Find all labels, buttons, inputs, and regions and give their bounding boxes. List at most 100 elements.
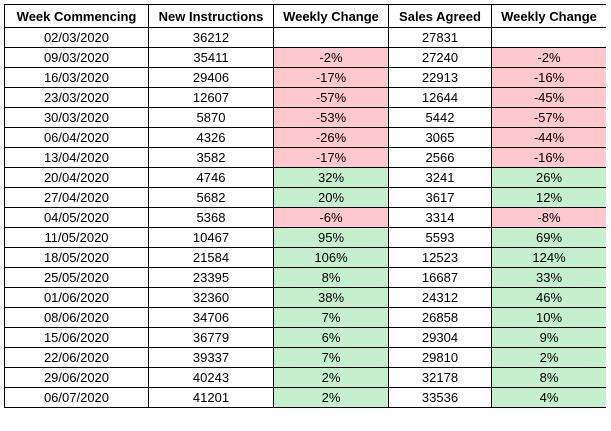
cell-instructions-weekly-change[interactable]: -57% — [273, 87, 389, 108]
cell-instructions-weekly-change[interactable]: 7% — [273, 307, 389, 328]
cell-week-commencing[interactable]: 11/05/2020 — [4, 227, 149, 248]
cell-new-instructions[interactable]: 35411 — [148, 47, 274, 68]
cell-new-instructions[interactable]: 3582 — [148, 147, 274, 168]
cell-sales-weekly-change[interactable]: -8% — [491, 207, 606, 228]
cell-instructions-weekly-change[interactable]: 20% — [273, 187, 389, 208]
cell-instructions-weekly-change[interactable]: -53% — [273, 107, 389, 128]
cell-sales-agreed[interactable]: 32178 — [388, 367, 492, 388]
cell-sales-weekly-change[interactable]: 10% — [491, 307, 606, 328]
cell-new-instructions[interactable]: 21584 — [148, 247, 274, 268]
cell-sales-agreed[interactable]: 2566 — [388, 147, 492, 168]
cell-sales-weekly-change[interactable]: 46% — [491, 287, 606, 308]
header-week-commencing[interactable]: Week Commencing — [4, 4, 149, 28]
cell-sales-weekly-change[interactable]: 33% — [491, 267, 606, 288]
cell-week-commencing[interactable]: 01/06/2020 — [4, 287, 149, 308]
cell-sales-agreed[interactable]: 22913 — [388, 67, 492, 88]
cell-week-commencing[interactable]: 08/06/2020 — [4, 307, 149, 328]
cell-sales-agreed[interactable]: 12523 — [388, 247, 492, 268]
cell-week-commencing[interactable]: 27/04/2020 — [4, 187, 149, 208]
cell-sales-agreed[interactable]: 3241 — [388, 167, 492, 188]
cell-instructions-weekly-change[interactable]: -17% — [273, 147, 389, 168]
cell-sales-agreed[interactable]: 3617 — [388, 187, 492, 208]
cell-sales-weekly-change[interactable]: 69% — [491, 227, 606, 248]
cell-instructions-weekly-change[interactable]: -26% — [273, 127, 389, 148]
cell-week-commencing[interactable]: 18/05/2020 — [4, 247, 149, 268]
cell-sales-weekly-change[interactable]: 12% — [491, 187, 606, 208]
cell-sales-weekly-change[interactable]: -45% — [491, 87, 606, 108]
cell-week-commencing[interactable]: 22/06/2020 — [4, 347, 149, 368]
cell-instructions-weekly-change[interactable]: -17% — [273, 67, 389, 88]
cell-week-commencing[interactable]: 15/06/2020 — [4, 327, 149, 348]
cell-sales-weekly-change[interactable]: -57% — [491, 107, 606, 128]
cell-week-commencing[interactable]: 04/05/2020 — [4, 207, 149, 228]
cell-sales-agreed[interactable]: 29304 — [388, 327, 492, 348]
cell-week-commencing[interactable]: 16/03/2020 — [4, 67, 149, 88]
cell-new-instructions[interactable]: 41201 — [148, 387, 274, 408]
cell-week-commencing[interactable]: 06/04/2020 — [4, 127, 149, 148]
cell-new-instructions[interactable]: 34706 — [148, 307, 274, 328]
cell-sales-weekly-change[interactable]: 9% — [491, 327, 606, 348]
cell-sales-agreed[interactable]: 12644 — [388, 87, 492, 108]
cell-sales-agreed[interactable]: 27240 — [388, 47, 492, 68]
cell-sales-weekly-change[interactable]: 2% — [491, 347, 606, 368]
cell-new-instructions[interactable]: 23395 — [148, 267, 274, 288]
header-new-instructions[interactable]: New Instructions — [148, 4, 274, 28]
cell-instructions-weekly-change[interactable]: 106% — [273, 247, 389, 268]
cell-sales-agreed[interactable]: 5593 — [388, 227, 492, 248]
cell-new-instructions[interactable]: 5682 — [148, 187, 274, 208]
cell-new-instructions[interactable]: 5870 — [148, 107, 274, 128]
cell-new-instructions[interactable]: 32360 — [148, 287, 274, 308]
cell-new-instructions[interactable]: 39337 — [148, 347, 274, 368]
cell-week-commencing[interactable]: 25/05/2020 — [4, 267, 149, 288]
cell-sales-agreed[interactable]: 24312 — [388, 287, 492, 308]
cell-sales-weekly-change[interactable]: -16% — [491, 147, 606, 168]
cell-new-instructions[interactable]: 10467 — [148, 227, 274, 248]
cell-instructions-weekly-change[interactable]: 32% — [273, 167, 389, 188]
cell-sales-agreed[interactable]: 26858 — [388, 307, 492, 328]
cell-instructions-weekly-change[interactable]: 2% — [273, 367, 389, 388]
cell-week-commencing[interactable]: 02/03/2020 — [4, 27, 149, 48]
cell-week-commencing[interactable]: 13/04/2020 — [4, 147, 149, 168]
cell-week-commencing[interactable]: 30/03/2020 — [4, 107, 149, 128]
cell-instructions-weekly-change[interactable]: 2% — [273, 387, 389, 408]
cell-sales-weekly-change[interactable]: 26% — [491, 167, 606, 188]
cell-new-instructions[interactable]: 29406 — [148, 67, 274, 88]
cell-sales-weekly-change[interactable]: 4% — [491, 387, 606, 408]
cell-sales-agreed[interactable]: 29810 — [388, 347, 492, 368]
cell-instructions-weekly-change[interactable]: 38% — [273, 287, 389, 308]
cell-sales-agreed[interactable]: 3065 — [388, 127, 492, 148]
cell-new-instructions[interactable]: 36779 — [148, 327, 274, 348]
cell-week-commencing[interactable]: 09/03/2020 — [4, 47, 149, 68]
cell-sales-weekly-change[interactable]: 8% — [491, 367, 606, 388]
cell-sales-weekly-change[interactable]: -44% — [491, 127, 606, 148]
cell-sales-weekly-change[interactable]: -16% — [491, 67, 606, 88]
header-sales-agreed[interactable]: Sales Agreed — [388, 4, 492, 28]
cell-instructions-weekly-change[interactable]: 6% — [273, 327, 389, 348]
cell-sales-weekly-change[interactable] — [491, 27, 606, 48]
cell-new-instructions[interactable]: 40243 — [148, 367, 274, 388]
cell-instructions-weekly-change[interactable]: 7% — [273, 347, 389, 368]
cell-instructions-weekly-change[interactable]: 95% — [273, 227, 389, 248]
cell-week-commencing[interactable]: 29/06/2020 — [4, 367, 149, 388]
cell-new-instructions[interactable]: 4746 — [148, 167, 274, 188]
cell-sales-agreed[interactable]: 16687 — [388, 267, 492, 288]
cell-sales-agreed[interactable]: 3314 — [388, 207, 492, 228]
cell-new-instructions[interactable]: 4326 — [148, 127, 274, 148]
cell-sales-agreed[interactable]: 5442 — [388, 107, 492, 128]
cell-new-instructions[interactable]: 5368 — [148, 207, 274, 228]
cell-week-commencing[interactable]: 23/03/2020 — [4, 87, 149, 108]
cell-new-instructions[interactable]: 36212 — [148, 27, 274, 48]
header-instructions-weekly-change[interactable]: Weekly Change — [273, 4, 389, 28]
cell-sales-agreed[interactable]: 33536 — [388, 387, 492, 408]
cell-sales-agreed[interactable]: 27831 — [388, 27, 492, 48]
cell-instructions-weekly-change[interactable]: 8% — [273, 267, 389, 288]
cell-new-instructions[interactable]: 12607 — [148, 87, 274, 108]
cell-week-commencing[interactable]: 06/07/2020 — [4, 387, 149, 408]
cell-sales-weekly-change[interactable]: -2% — [491, 47, 606, 68]
cell-week-commencing[interactable]: 20/04/2020 — [4, 167, 149, 188]
cell-instructions-weekly-change[interactable]: -6% — [273, 207, 389, 228]
cell-instructions-weekly-change[interactable]: -2% — [273, 47, 389, 68]
header-sales-weekly-change[interactable]: Weekly Change — [491, 4, 606, 28]
cell-instructions-weekly-change[interactable] — [273, 27, 389, 48]
cell-sales-weekly-change[interactable]: 124% — [491, 247, 606, 268]
